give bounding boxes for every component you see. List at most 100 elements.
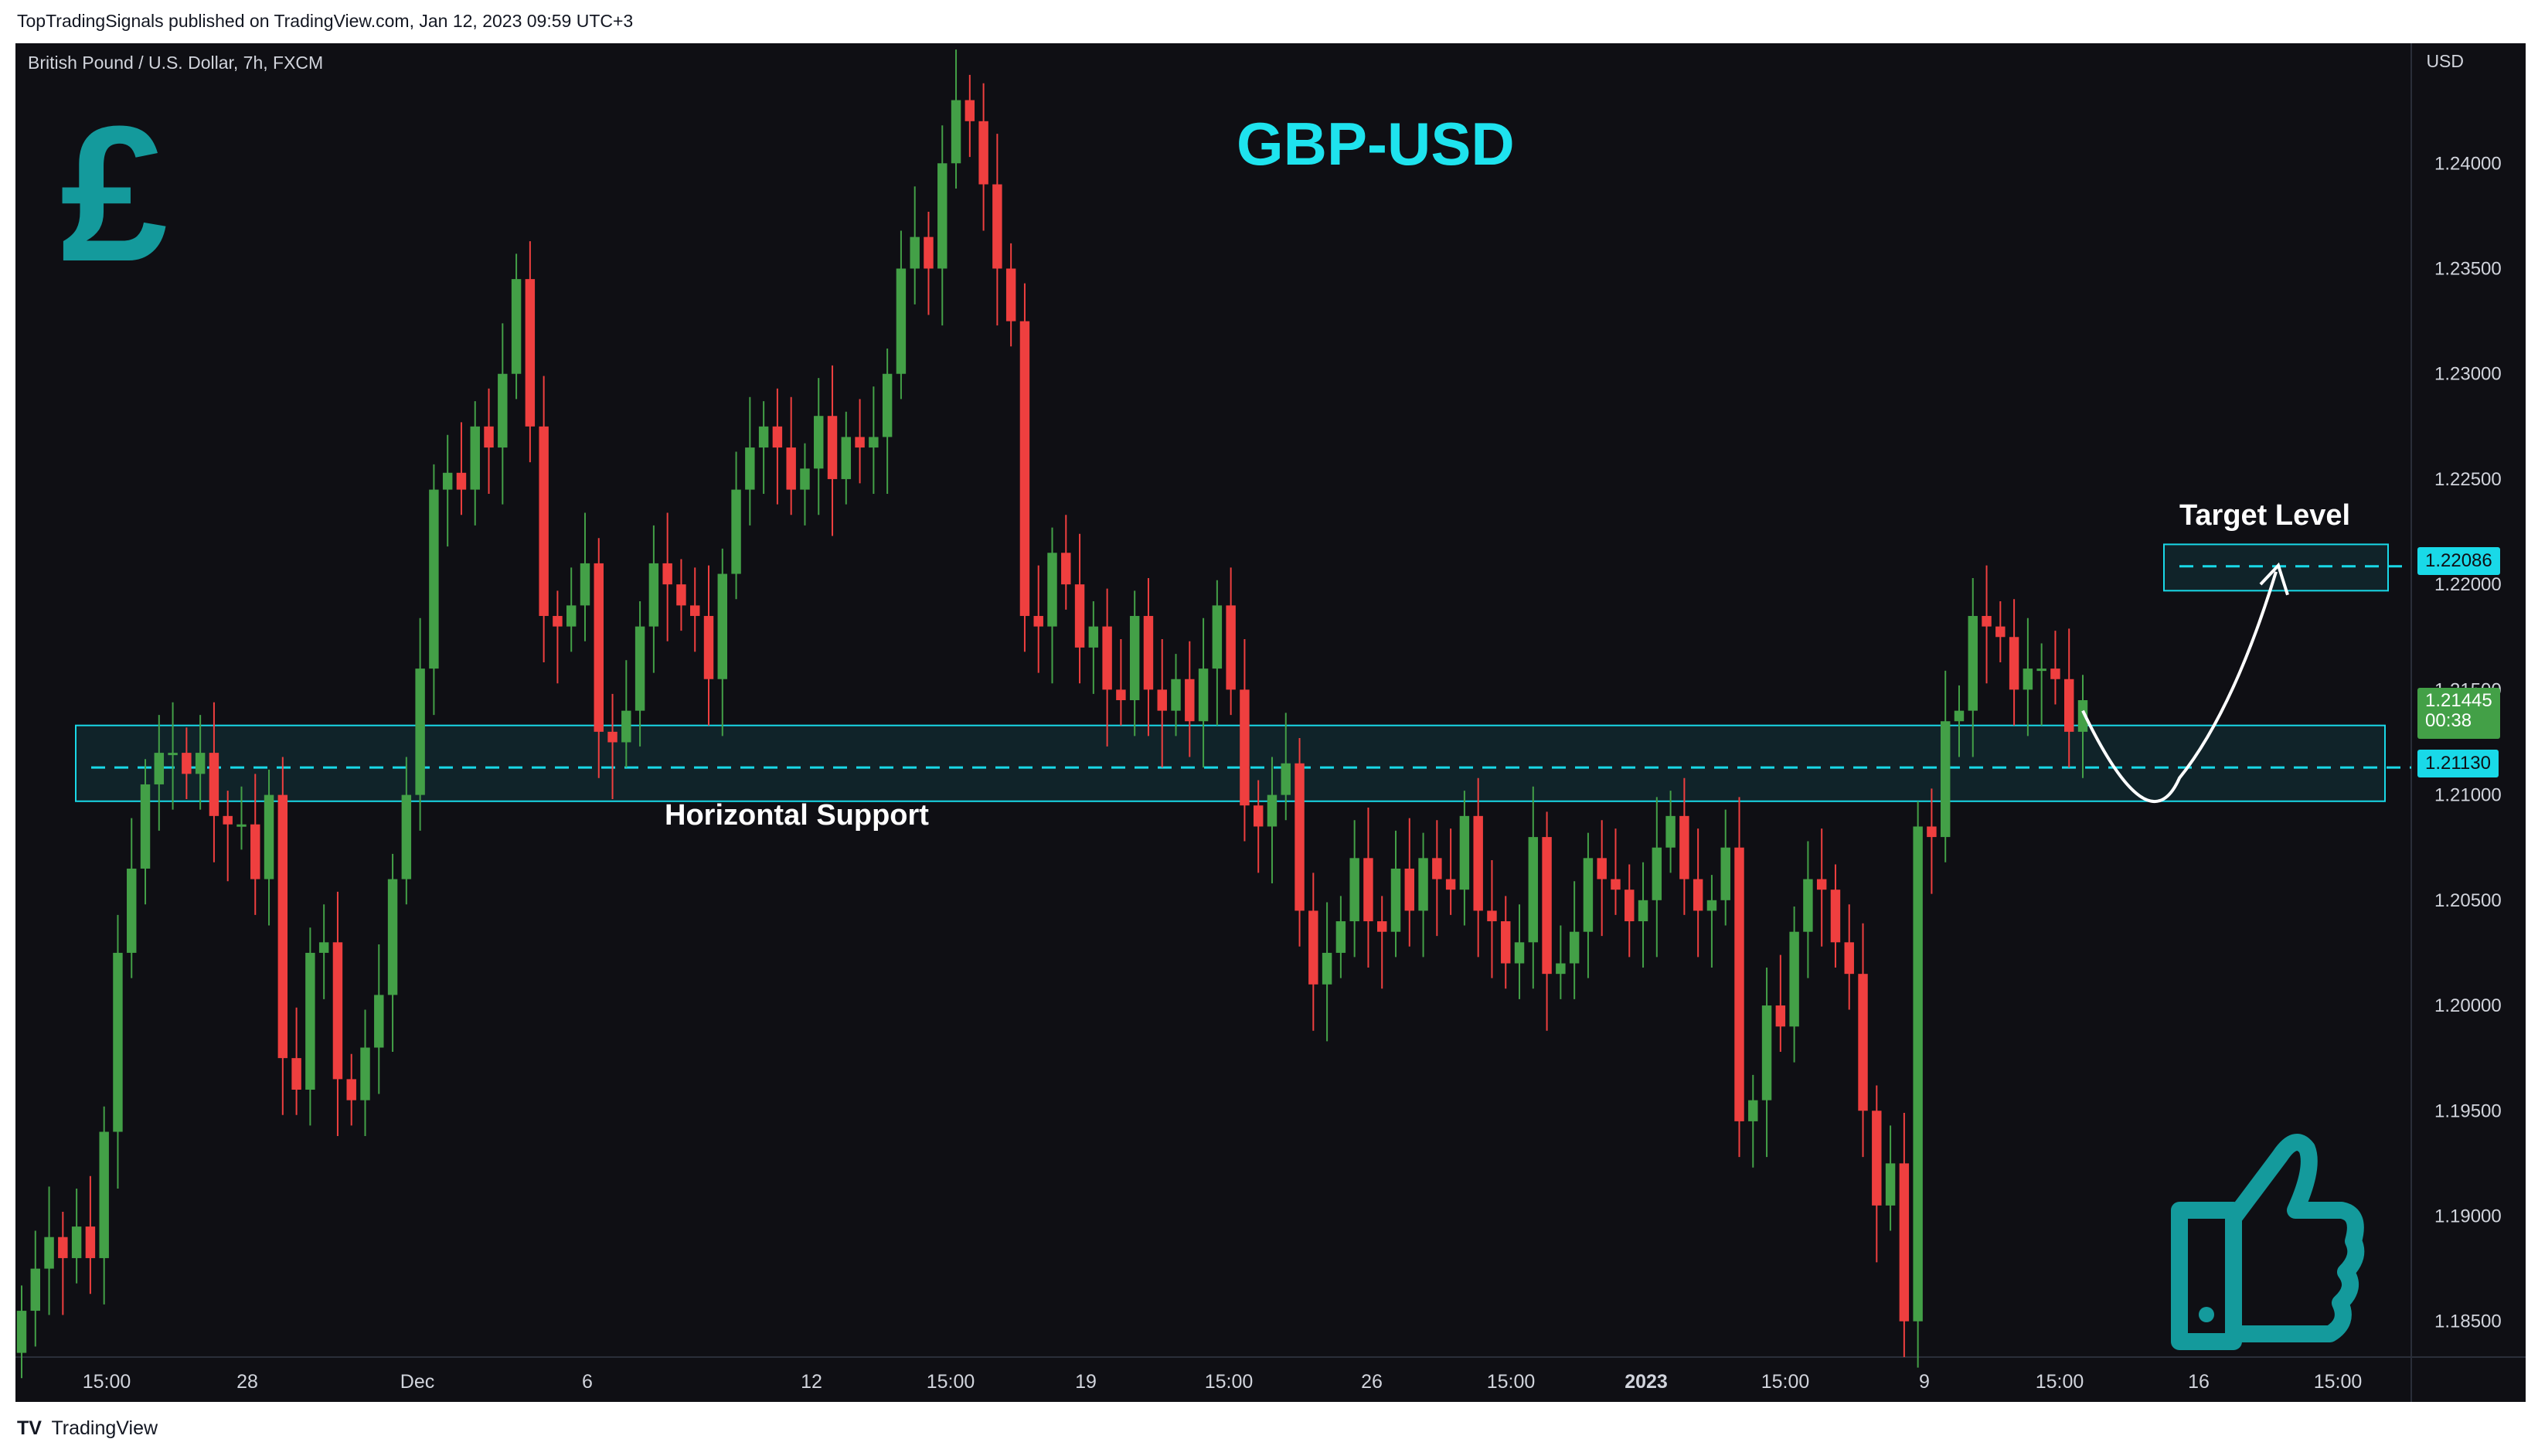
candle-body (1583, 858, 1594, 932)
candle-body (1968, 616, 1978, 711)
candle-body (1720, 847, 1730, 900)
candle-body (1322, 952, 1332, 985)
candle-body (1748, 1100, 1758, 1121)
y-tick-label: 1.22000 (2434, 574, 2502, 595)
candle-body (1940, 721, 1951, 838)
candle-body (896, 268, 907, 374)
candle-body (127, 868, 137, 953)
x-tick-label: 15:00 (927, 1371, 975, 1393)
candle-body (195, 753, 206, 774)
candle-body (250, 824, 260, 879)
x-tick-label: 15:00 (2314, 1371, 2363, 1393)
candle-body (553, 616, 563, 627)
candle-body (456, 472, 467, 490)
tradingview-footer[interactable]: TV TradingView (17, 1417, 158, 1440)
candle-body (1872, 1111, 1882, 1206)
candle-body (621, 710, 631, 743)
support-label: Horizontal Support (665, 799, 929, 832)
candle-body (2009, 637, 2019, 690)
y-tick-label: 1.18500 (2434, 1311, 2502, 1332)
y-tick-label: 1.20500 (2434, 890, 2502, 911)
candle-body (731, 489, 741, 574)
candle-body (140, 784, 151, 869)
candle-body (498, 373, 508, 448)
candle-body (16, 1311, 27, 1353)
candle-body (1665, 815, 1676, 848)
y-tick-label: 1.23000 (2434, 364, 2502, 385)
candle-body (2023, 668, 2033, 690)
candle-body (374, 995, 384, 1048)
candle-body (1143, 616, 1154, 690)
chart-panel[interactable]: 1.240001.235001.230001.225001.220001.215… (15, 43, 2526, 1402)
candle-body (346, 1079, 356, 1101)
candle-body (910, 236, 920, 269)
candle-body (1061, 553, 1071, 585)
candle-body (442, 472, 453, 490)
x-tick-label: 9 (1919, 1371, 1930, 1393)
candle-body (703, 616, 714, 679)
candle-body (1102, 626, 1112, 690)
x-tick-label: 15:00 (83, 1371, 131, 1393)
candle-body (1171, 679, 1181, 711)
candle-body (1789, 931, 1799, 1027)
candle-body (1844, 942, 1854, 975)
y-tick-label: 1.19000 (2434, 1206, 2502, 1226)
candle-body (1775, 1005, 1786, 1027)
y-tick-label: 1.22500 (2434, 469, 2502, 490)
tradingview-wordmark: TradingView (51, 1417, 158, 1439)
candle-body (277, 794, 288, 1059)
candle-body (1885, 1163, 1896, 1206)
candle-body (1734, 847, 1744, 1121)
x-tick-label: Dec (400, 1371, 434, 1393)
candle-body (401, 794, 412, 879)
candle-body (937, 163, 947, 269)
candle-body (387, 879, 398, 995)
projection-curve (2081, 571, 2278, 803)
candle-body (841, 437, 852, 479)
candle-body (1349, 858, 1359, 922)
candle-body (1913, 826, 1923, 1322)
x-tick-label: 6 (582, 1371, 593, 1393)
candle-body (1569, 931, 1580, 964)
candle-body (1267, 794, 1278, 827)
candle-body (1308, 910, 1318, 985)
candle-body (223, 815, 233, 825)
candle-body (470, 426, 480, 490)
candle-body (99, 1131, 109, 1258)
candle-body (662, 563, 672, 585)
candle-body (1995, 626, 2006, 638)
published-caption: TopTradingSignals published on TradingVi… (17, 11, 634, 31)
candle-body (676, 584, 686, 606)
candle-body (1597, 858, 1607, 879)
candle-body (1542, 837, 1552, 975)
candle-body (717, 573, 728, 679)
bar-countdown: 00:38 (2425, 710, 2472, 731)
candle-body (580, 563, 590, 606)
candle-body (1047, 553, 1057, 627)
candle-body (1982, 616, 1992, 627)
candle-body (2063, 679, 2074, 732)
candle-body (318, 942, 329, 953)
candle-body (689, 605, 700, 617)
y-tick-label: 1.19500 (2434, 1101, 2502, 1121)
candle-body (1198, 668, 1209, 722)
candle-body (1253, 805, 1264, 827)
thumbs-up-icon (2171, 1134, 2365, 1350)
candle-body (2036, 668, 2046, 672)
candle-body (745, 447, 755, 490)
candle-body (1240, 689, 1250, 806)
candlestick-chart[interactable]: 1.240001.235001.230001.225001.220001.215… (15, 43, 2526, 1402)
y-tick-label: 1.21000 (2434, 785, 2502, 806)
target-price-tag: 1.22086 (2417, 547, 2500, 575)
candle-body (182, 753, 192, 774)
candle-body (594, 563, 604, 732)
candle-body (154, 753, 165, 784)
candle-body (882, 373, 893, 437)
candle-body (607, 731, 617, 743)
candle-body (1376, 921, 1387, 932)
current-price-tag: 1.21445 00:38 (2417, 688, 2500, 739)
x-tick-label: 15:00 (2036, 1371, 2084, 1393)
candle-body (1638, 900, 1648, 922)
x-tick-label: 26 (1361, 1371, 1383, 1393)
candle-body (1226, 605, 1236, 690)
